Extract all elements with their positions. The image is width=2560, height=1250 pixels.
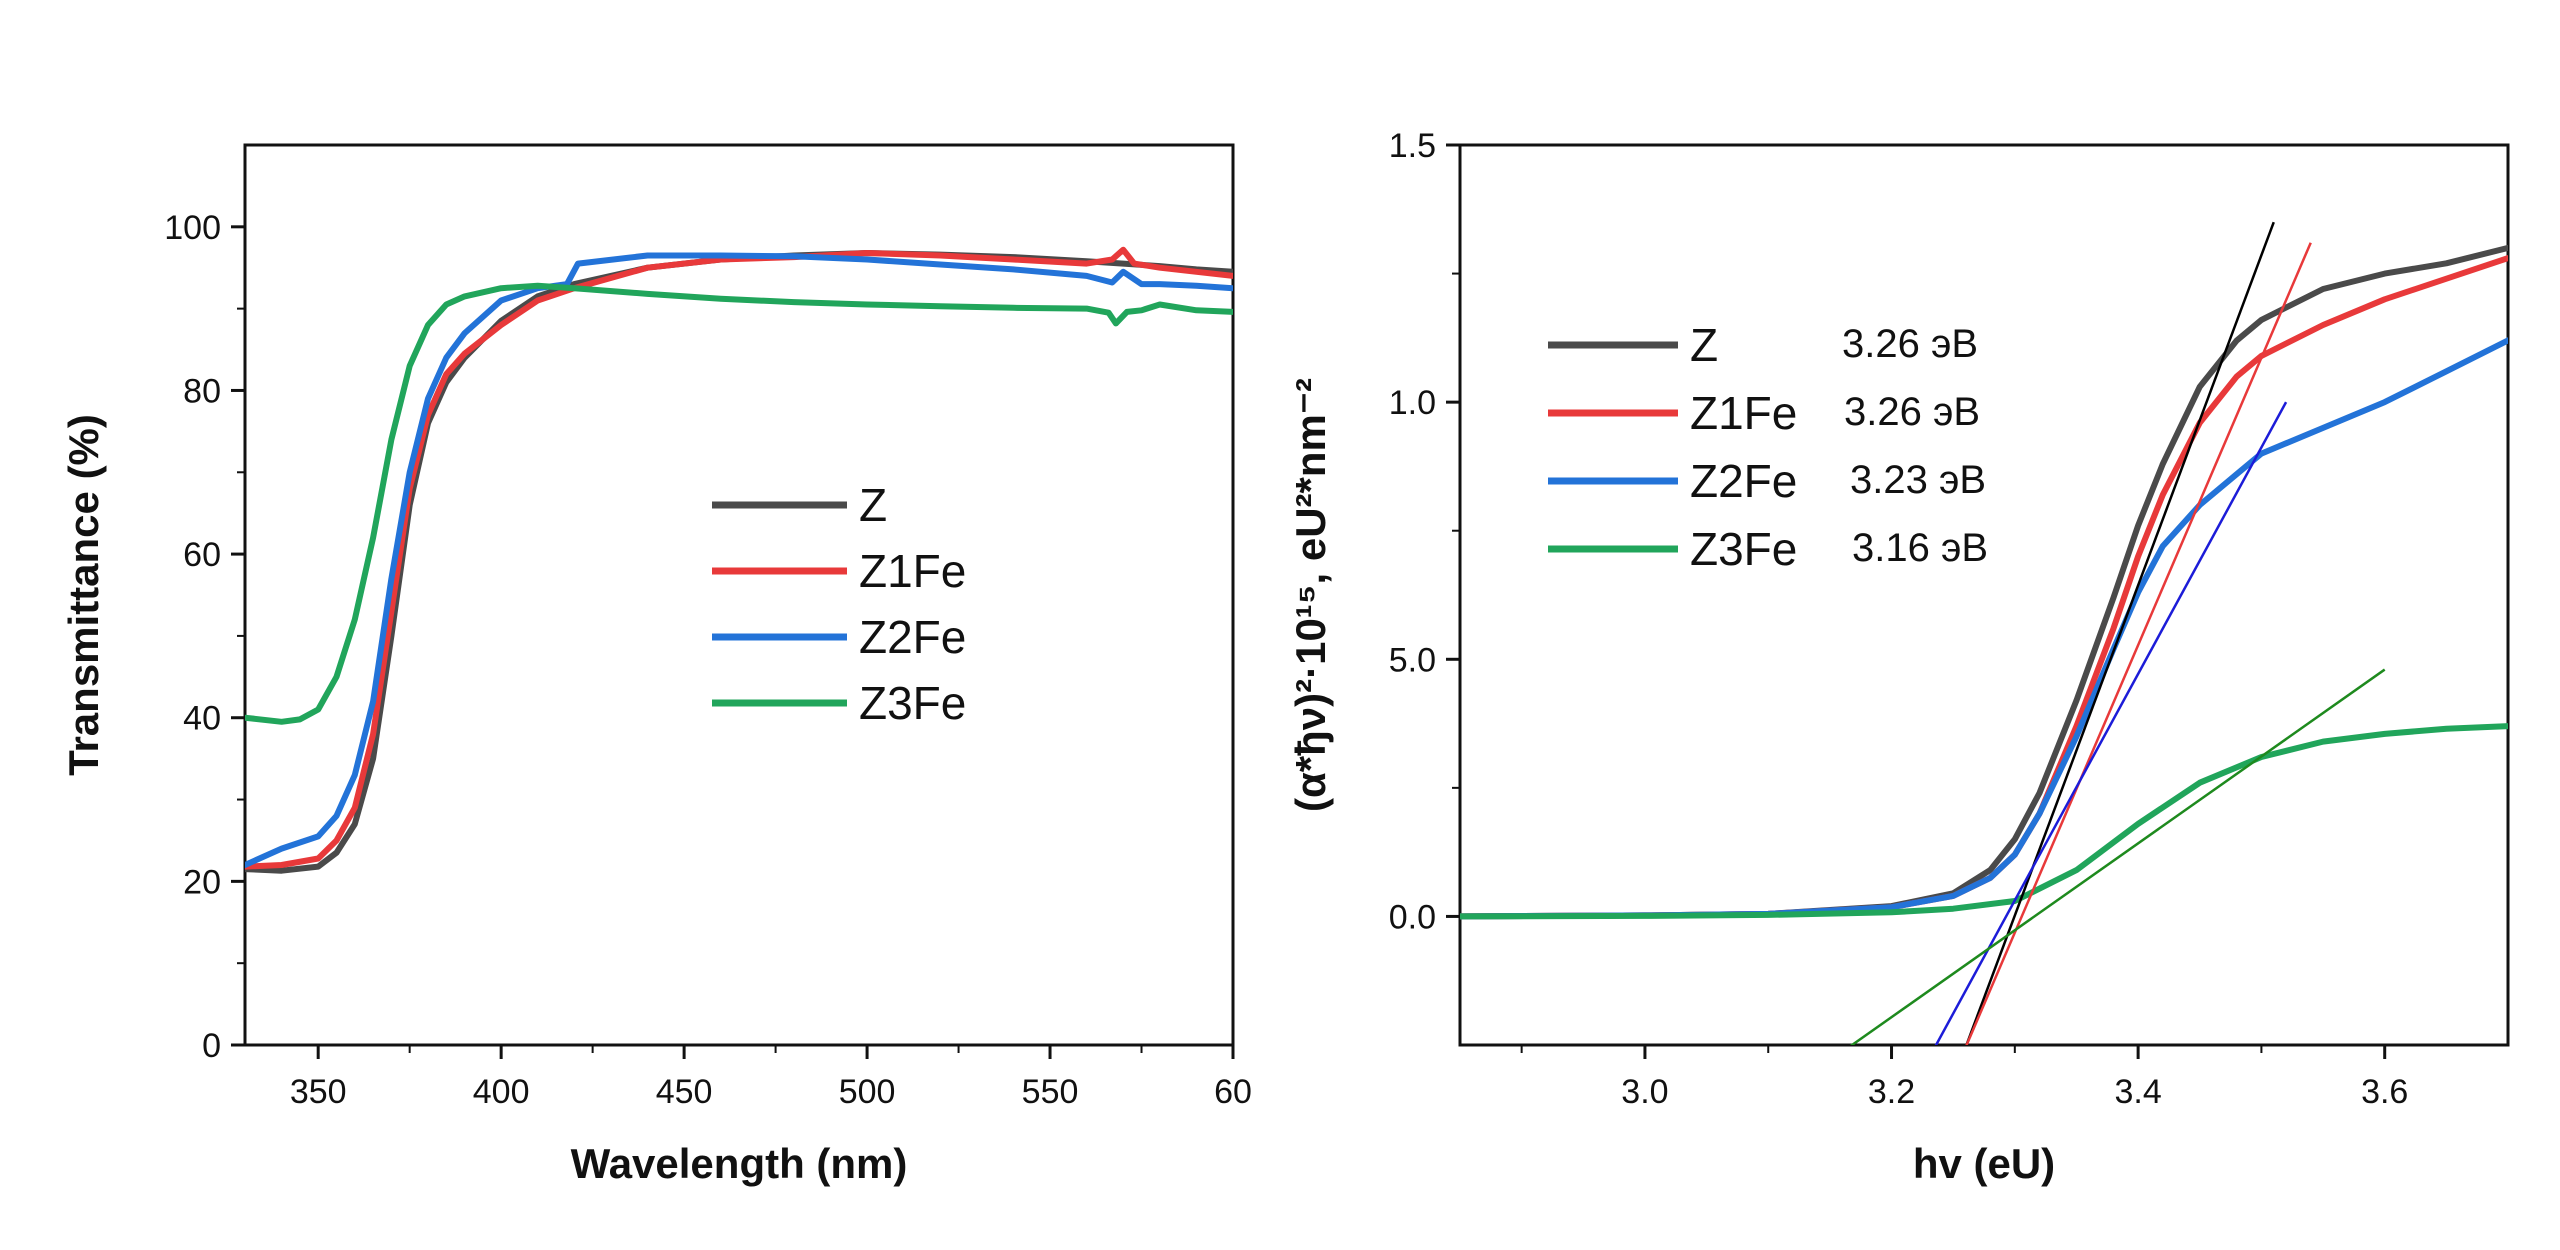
legend-bandgap-z2fe: 3.23 эВ <box>1850 458 1986 502</box>
tick-marks <box>231 225 1235 1059</box>
tangent-lines <box>1849 221 2386 1045</box>
x-axis-label: Wavelength (nm) <box>571 1140 908 1187</box>
x-tick-label: 550 <box>1022 1073 1079 1111</box>
series-line-z2fe <box>245 252 1233 868</box>
plot-frame <box>1458 143 2510 1047</box>
x-tick-label: 400 <box>473 1073 530 1111</box>
legend-label-z1fe: Z1Fe <box>859 545 966 597</box>
tangent-line-z1fe <box>1965 242 2312 1045</box>
x-tick-label: 60 <box>1214 1073 1252 1111</box>
legend-label-z2fe: Z2Fe <box>1690 455 1797 507</box>
legend-label-z3fe: Z3Fe <box>859 677 966 729</box>
legend-bandgap-z3fe: 3.16 эВ <box>1852 526 1988 570</box>
tangent-line-z2fe <box>1934 401 2288 1045</box>
legend: Z 3.26 эВ Z1Fe 3.26 эВ Z2Fe 3.23 эВ Z3Fe 3.16 э… <box>1548 319 1988 575</box>
tangent-line-z <box>1965 221 2275 1045</box>
tick-labels: 3.0 3.2 3.4 3.6 0.0 5.0 1.0 1.5 <box>1389 127 2409 1111</box>
x-tick-label: 350 <box>290 1073 347 1111</box>
series-line-z3fe <box>245 282 1233 725</box>
y-tick-label: 1.5 <box>1389 127 1436 165</box>
legend-label-z3fe: Z3Fe <box>1690 523 1797 575</box>
y-tick-label: 80 <box>183 372 221 410</box>
y-tick-label: 60 <box>183 536 221 574</box>
legend-label-z1fe: Z1Fe <box>1690 387 1797 439</box>
legend-label-z: Z <box>859 479 887 531</box>
x-tick-label: 450 <box>656 1073 713 1111</box>
tauc-plot-chart: 3.0 3.2 3.4 3.6 0.0 5.0 1.0 1.5 hv (eU) (α*ђν)²… <box>1287 127 2510 1187</box>
series-line-z3fe <box>1460 723 2508 920</box>
y-tick-label: 1.0 <box>1389 384 1436 422</box>
x-tick-label: 3.6 <box>2361 1073 2408 1111</box>
y-axis-label: Transmittance (%) <box>60 414 107 776</box>
y-tick-label: 100 <box>164 209 221 247</box>
tick-marks <box>1446 143 2387 1059</box>
y-tick-label: 0.0 <box>1389 898 1436 936</box>
series-line-z2fe <box>1460 337 2508 920</box>
x-axis-label: hv (eU) <box>1913 1140 2055 1187</box>
x-tick-label: 3.4 <box>2114 1073 2161 1111</box>
plot-frame <box>243 143 1235 1047</box>
y-axis-label: (α*ђν)²·10¹⁵, eU²*nm⁻² <box>1287 378 1334 812</box>
y-tick-label: 5.0 <box>1389 641 1436 679</box>
legend-bandgap-z1fe: 3.26 эВ <box>1844 390 1980 434</box>
tangent-line-z3fe <box>1849 668 2386 1045</box>
legend-label-z2fe: Z2Fe <box>859 611 966 663</box>
legend-label-z: Z <box>1690 319 1718 371</box>
x-tick-label: 3.2 <box>1868 1073 1915 1111</box>
legend: Z Z1Fe Z2Fe Z3Fe <box>712 479 966 729</box>
y-tick-label: 20 <box>183 863 221 901</box>
legend-bandgap-z: 3.26 эВ <box>1842 322 1978 366</box>
x-tick-label: 3.0 <box>1621 1073 1668 1111</box>
y-tick-label: 0 <box>202 1027 221 1065</box>
data-lines <box>245 246 1233 874</box>
series-line-z1fe <box>1460 255 2508 920</box>
x-tick-label: 500 <box>839 1073 896 1111</box>
y-tick-label: 40 <box>183 700 221 738</box>
